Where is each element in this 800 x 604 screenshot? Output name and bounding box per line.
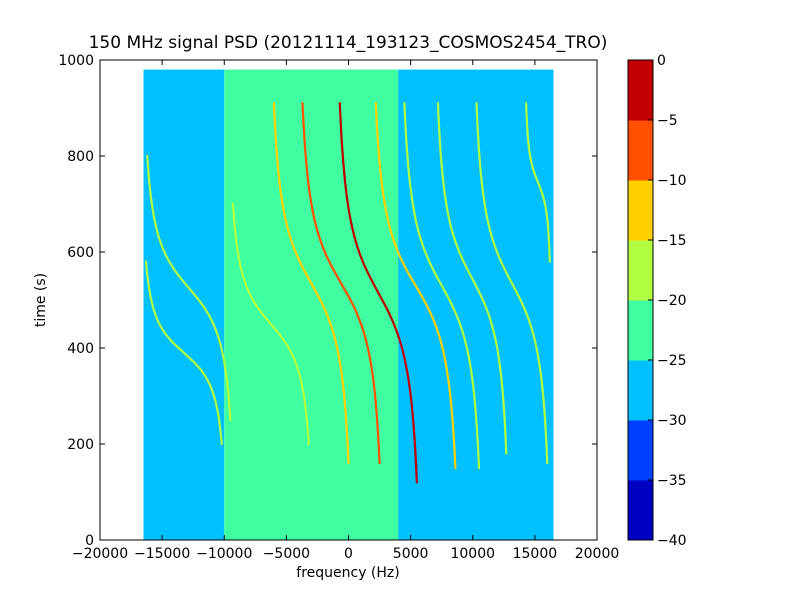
colorbar-tick-label: −20 xyxy=(657,293,687,309)
colorbar-segment-1 xyxy=(628,420,653,481)
signal-trace-2 xyxy=(231,202,310,446)
colorbar-tick-label: −25 xyxy=(657,353,687,369)
background-region-1 xyxy=(224,69,399,540)
x-tick-label: 10000 xyxy=(450,546,495,562)
y-axis-label: time (s) xyxy=(33,273,49,327)
colorbar-tick-label: −30 xyxy=(657,413,687,429)
x-tick-label: 5000 xyxy=(393,546,429,562)
background-region-2 xyxy=(398,69,554,540)
y-tick-label: 200 xyxy=(67,437,94,453)
colorbar-tick-label: −35 xyxy=(657,473,687,489)
colorbar-segment-0 xyxy=(628,480,653,541)
colorbar-tick-label: −10 xyxy=(657,173,687,189)
colorbar-segment-3 xyxy=(628,300,653,361)
plot-area xyxy=(143,69,554,540)
chart-title: 150 MHz signal PSD (20121114_193123_COSM… xyxy=(89,33,608,53)
colorbar-tick-label: 0 xyxy=(657,53,666,69)
signal-trace-7 xyxy=(403,102,481,470)
colorbar-tick-label: −40 xyxy=(657,533,687,549)
x-tick-label: 0 xyxy=(344,546,353,562)
background-region-0 xyxy=(143,69,225,540)
signal-trace-6 xyxy=(374,102,457,470)
x-tick-label: −10000 xyxy=(196,546,252,562)
colorbar-tick-label: −15 xyxy=(657,233,687,249)
y-tick-label: 1000 xyxy=(58,53,94,69)
signal-trace-1 xyxy=(144,260,223,446)
x-tick-label: 15000 xyxy=(513,546,558,562)
y-tick-label: 800 xyxy=(67,149,94,165)
colorbar: −40 −35 −30 −25 −20 −15 −10 −5 0 xyxy=(627,53,687,549)
colorbar-segment-5 xyxy=(628,180,653,241)
x-axis-label: frequency (Hz) xyxy=(296,565,399,581)
signal-trace-9 xyxy=(475,102,549,465)
y-tick-label: 400 xyxy=(67,341,94,357)
signal-trace-8 xyxy=(436,102,508,455)
x-tick-label: −5000 xyxy=(263,546,310,562)
y-tick-label: 600 xyxy=(67,245,94,261)
x-tick-label: −15000 xyxy=(134,546,190,562)
colorbar-segment-2 xyxy=(628,360,653,421)
signal-trace-0 xyxy=(146,154,232,422)
x-tick-label: −20000 xyxy=(72,546,128,562)
signal-trace-10 xyxy=(525,102,551,263)
x-axis: −20000 −15000 −10000 −5000 0 5000 10000 15000 20… xyxy=(72,60,619,562)
signal-trace-3 xyxy=(272,102,350,465)
colorbar-tick-label: −5 xyxy=(657,113,678,129)
y-tick-label: 0 xyxy=(85,533,94,549)
colorbar-segment-6 xyxy=(628,120,653,181)
signal-trace-5 xyxy=(338,102,418,484)
signal-trace-4 xyxy=(301,102,381,465)
colorbar-segment-7 xyxy=(628,60,653,121)
colorbar-segment-4 xyxy=(628,240,653,301)
x-tick-label: 20000 xyxy=(575,546,620,562)
y-axis: 0 200 400 600 800 1000 xyxy=(58,53,597,549)
